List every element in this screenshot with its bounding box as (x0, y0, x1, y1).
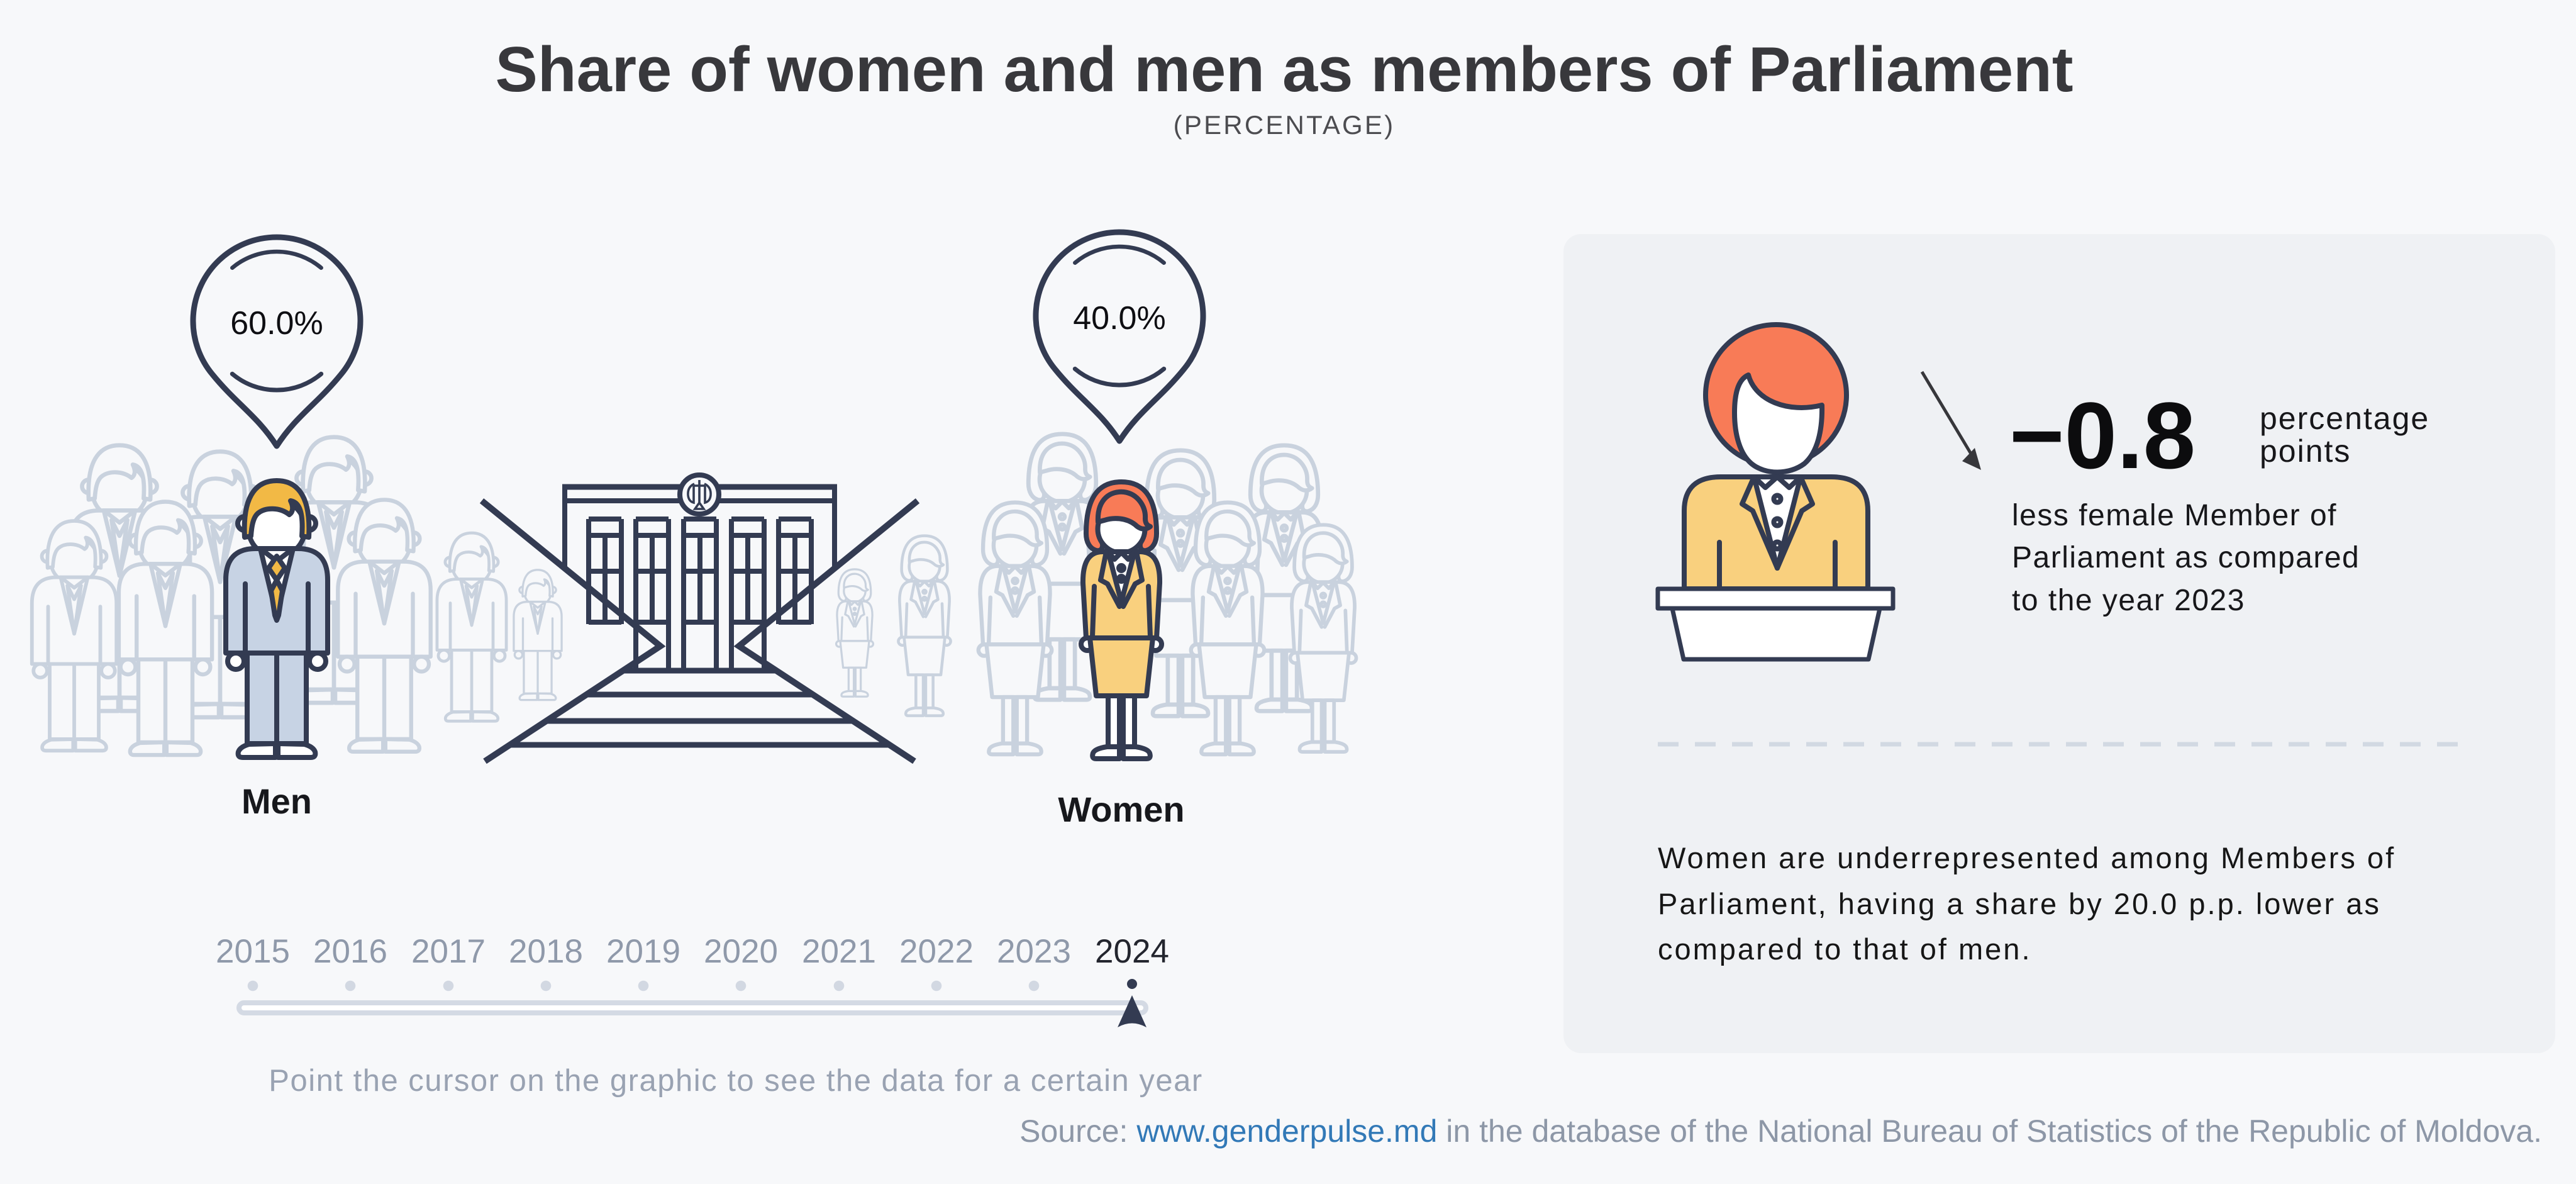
svg-text:2016: 2016 (313, 933, 387, 970)
svg-text:2019: 2019 (606, 933, 680, 970)
svg-text:compared to that of men.: compared to that of men. (1658, 932, 2032, 966)
svg-text:Men: Men (242, 781, 312, 821)
svg-text:Share of women and men as memb: Share of women and men as members of Par… (496, 35, 2074, 105)
svg-text:Source: www.genderpulse.md in: Source: www.genderpulse.md in the databa… (1019, 1114, 2542, 1149)
svg-text:2024: 2024 (1095, 933, 1169, 970)
svg-text:2020: 2020 (704, 933, 778, 970)
svg-text:Point the cursor on the graphi: Point the cursor on the graphic to see t… (269, 1064, 1202, 1098)
svg-text:Parliament as compared: Parliament as compared (2012, 541, 2360, 574)
svg-text:to the year 2023: to the year 2023 (2012, 584, 2245, 617)
svg-text:2015: 2015 (216, 933, 290, 970)
svg-text:40.0%: 40.0% (1073, 300, 1165, 337)
svg-text:less female Member of: less female Member of (2012, 499, 2337, 532)
svg-text:Women: Women (1058, 790, 1184, 829)
svg-text:2017: 2017 (411, 933, 486, 970)
svg-text:Parliament, having a share by: Parliament, having a share by 20.0 p.p. … (1658, 887, 2381, 920)
svg-text:2021: 2021 (802, 933, 876, 970)
svg-text:2022: 2022 (899, 933, 974, 970)
svg-text:(PERCENTAGE): (PERCENTAGE) (1174, 110, 1396, 140)
svg-text:percentage: percentage (2260, 401, 2429, 436)
svg-text:points: points (2260, 433, 2351, 469)
svg-text:60.0%: 60.0% (230, 305, 323, 342)
svg-text:2018: 2018 (509, 933, 583, 970)
svg-text:Women are underrepresented amo: Women are underrepresented among Members… (1658, 841, 2396, 874)
svg-text:−0.8: −0.8 (2009, 383, 2196, 488)
svg-text:2023: 2023 (997, 933, 1071, 970)
